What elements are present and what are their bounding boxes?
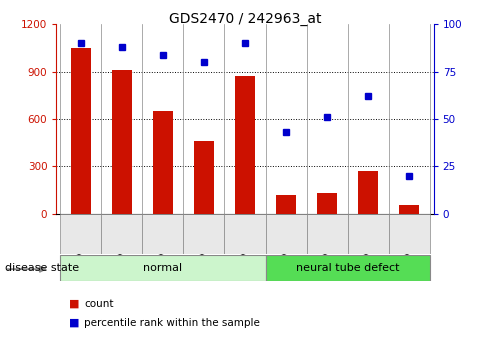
Bar	[266, 214, 307, 254]
Text: disease state: disease state	[5, 264, 79, 273]
Bar	[347, 214, 389, 254]
Text: ■: ■	[69, 299, 79, 308]
Text: percentile rank within the sample: percentile rank within the sample	[84, 318, 260, 327]
Bar	[358, 171, 378, 214]
Bar	[60, 214, 101, 254]
Text: ■: ■	[69, 318, 79, 327]
Bar	[183, 214, 224, 254]
Bar	[399, 205, 419, 214]
Text: normal: normal	[144, 263, 183, 273]
Bar	[317, 193, 337, 214]
Text: neural tube defect: neural tube defect	[296, 263, 399, 273]
Bar	[153, 111, 173, 214]
Bar	[194, 141, 214, 214]
Bar	[224, 214, 266, 254]
Bar	[101, 214, 143, 254]
Bar	[276, 195, 296, 214]
Bar	[71, 48, 91, 214]
Bar	[60, 255, 266, 281]
Bar	[389, 214, 430, 254]
Bar	[266, 255, 430, 281]
Bar	[307, 214, 347, 254]
Bar	[143, 214, 183, 254]
Text: GDS2470 / 242963_at: GDS2470 / 242963_at	[169, 12, 321, 26]
Bar	[112, 70, 132, 214]
Text: count: count	[84, 299, 114, 308]
Bar	[235, 76, 255, 214]
